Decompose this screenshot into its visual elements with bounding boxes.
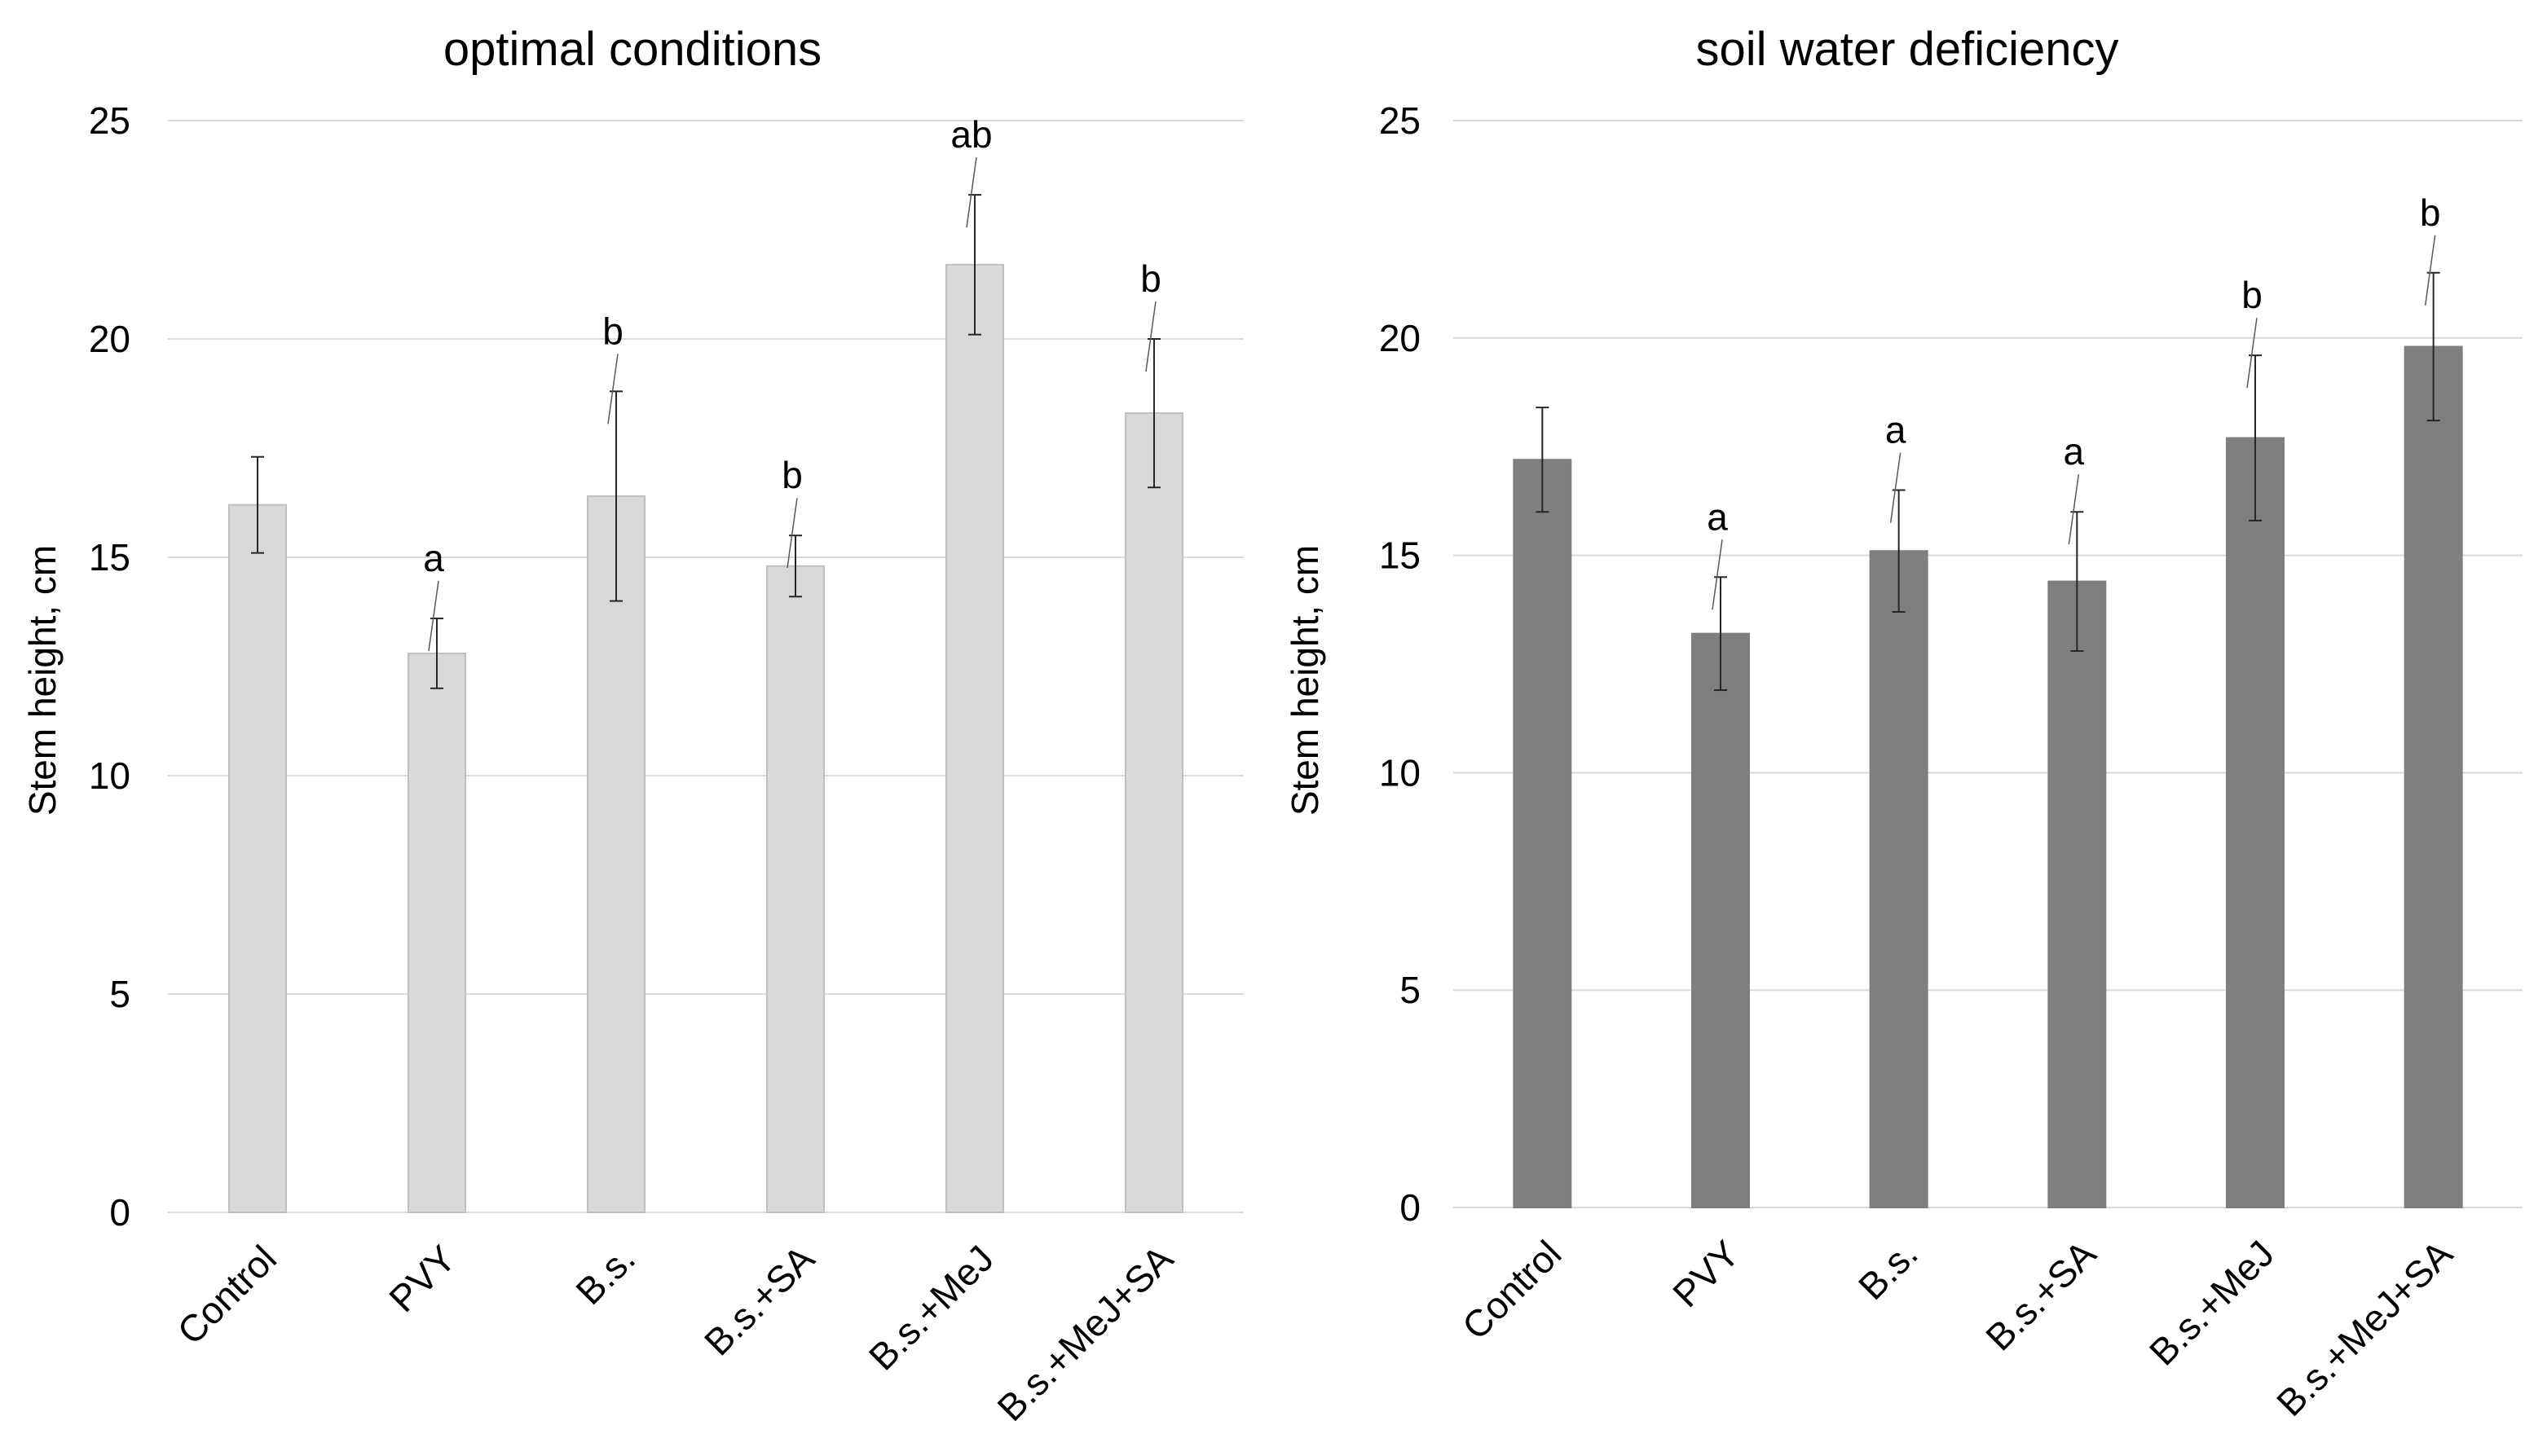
y-tick-label: 25 — [89, 99, 130, 142]
chart-svg-optimal-conditions: optimal conditions Stem height, cm 0 5 10 1… — [21, 23, 1244, 1429]
y-tick-label: 20 — [1379, 317, 1421, 359]
bar — [1513, 459, 1572, 1208]
significance-leader — [966, 157, 977, 228]
error-bar — [1148, 338, 1161, 489]
error-bar — [968, 194, 981, 336]
significance-label: a — [1707, 495, 1728, 538]
chart-panel-optimal-conditions: optimal conditions Stem height, cm 0 5 10 1… — [0, 0, 1262, 1456]
error-bar — [2426, 271, 2440, 422]
y-tick-label: 15 — [1379, 534, 1421, 577]
x-tick-label: B.s. — [567, 1237, 643, 1313]
y-tick-label: 0 — [109, 1191, 130, 1234]
significance-leader — [2424, 235, 2436, 306]
x-tick-label: Control — [169, 1237, 284, 1353]
significance-label: a — [423, 537, 444, 579]
y-tick-label: 10 — [1379, 751, 1421, 794]
bar — [1869, 550, 1928, 1208]
significance-leader — [1889, 452, 1901, 523]
bar — [1125, 412, 1183, 1213]
bar — [1691, 632, 1750, 1208]
chart-title: optimal conditions — [443, 23, 822, 76]
significance-label: b — [1140, 257, 1161, 300]
bar — [2047, 580, 2107, 1208]
y-tick-label: 15 — [89, 536, 130, 578]
error-bar — [2070, 511, 2084, 652]
bar — [2404, 345, 2463, 1208]
significance-leader — [2246, 318, 2258, 389]
significance-leader — [1712, 539, 1723, 610]
significance-label: b — [2241, 274, 2263, 316]
x-tick-label: B.s.+MeJ+SA — [989, 1237, 1181, 1429]
error-bar — [1892, 489, 1906, 613]
significance-leader — [2068, 474, 2080, 545]
significance-label: ab — [950, 113, 992, 156]
error-bar — [610, 390, 623, 602]
significance-label: b — [2420, 191, 2441, 234]
bar — [408, 652, 466, 1213]
bar — [2226, 437, 2285, 1208]
chart-title: soil water deficiency — [1696, 23, 2119, 76]
significance-label: a — [1885, 409, 1906, 451]
chart-panel-soil-water-deficiency: soil water deficiency Stem height, cm 0 5… — [1262, 0, 2525, 1456]
significance-leader — [428, 580, 439, 652]
error-bar — [789, 534, 802, 598]
x-tick-label: B.s.+SA — [1977, 1232, 2104, 1358]
x-tick-label: B.s. — [1850, 1232, 1926, 1308]
x-tick-label: Control — [1454, 1232, 1570, 1348]
error-bar — [251, 455, 264, 554]
bar — [228, 504, 287, 1213]
y-tick-label: 10 — [89, 754, 130, 797]
significance-leader — [1145, 301, 1157, 372]
y-tick-label: 25 — [1379, 99, 1421, 142]
significance-leader — [607, 354, 619, 424]
error-bar — [1714, 576, 1727, 692]
x-tick-label: PVY — [1664, 1232, 1747, 1315]
x-tick-label: PVY — [381, 1237, 464, 1320]
x-tick-label: B.s.+MeJ — [2141, 1232, 2282, 1373]
error-bar — [1536, 407, 1549, 513]
error-bar — [2249, 354, 2262, 521]
significance-leader — [787, 498, 798, 569]
y-tick-label: 0 — [1399, 1186, 1421, 1229]
chart-svg-soil-water-deficiency: soil water deficiency Stem height, cm 0 5… — [1284, 23, 2523, 1424]
bar — [587, 495, 646, 1213]
error-bar — [430, 618, 443, 689]
y-tick-label: 20 — [89, 318, 130, 360]
y-axis-label: Stem height, cm — [1284, 545, 1326, 816]
x-tick-label: B.s.+SA — [696, 1237, 822, 1363]
x-tick-label: B.s.+MeJ — [861, 1237, 1002, 1378]
bar — [766, 565, 825, 1213]
significance-label: b — [782, 454, 803, 496]
y-tick-label: 5 — [1399, 969, 1421, 1011]
significance-label: b — [602, 310, 624, 352]
significance-label: a — [2064, 430, 2085, 473]
x-tick-label: B.s.+MeJ+SA — [2268, 1232, 2461, 1424]
y-axis-label: Stem height, cm — [21, 545, 64, 816]
bar — [945, 263, 1004, 1213]
y-tick-label: 5 — [109, 973, 130, 1015]
